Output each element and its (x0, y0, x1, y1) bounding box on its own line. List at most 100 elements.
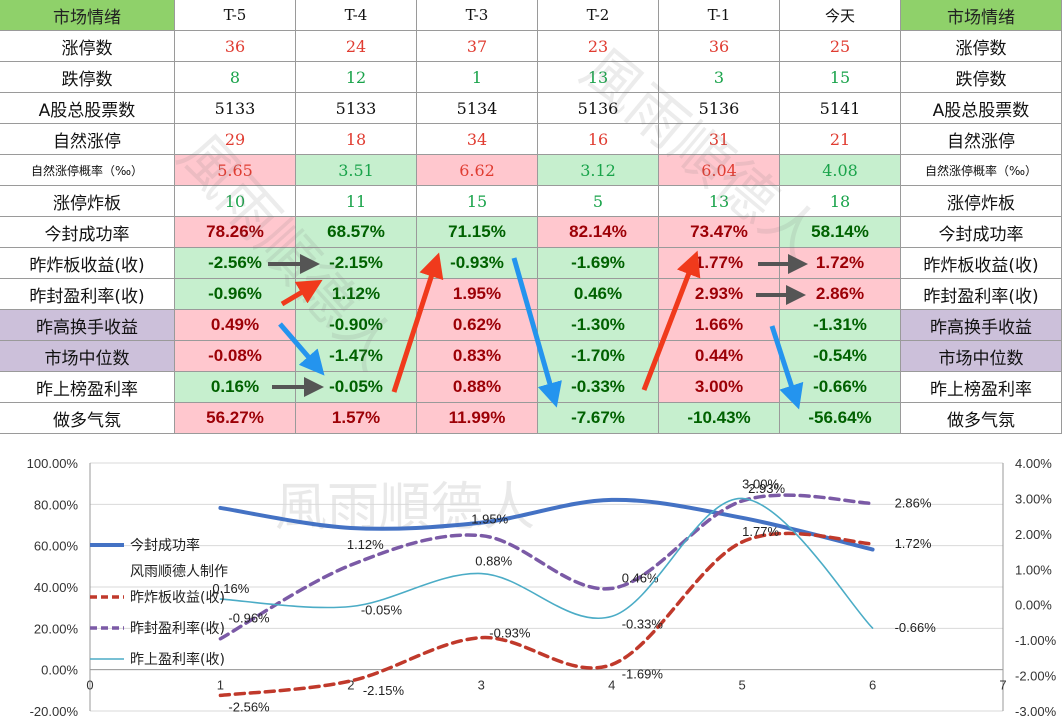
data-cell: -1.69% (538, 248, 659, 279)
data-cell: 37 (417, 31, 538, 62)
data-label: 1.12% (347, 537, 384, 552)
data-cell: 5136 (659, 93, 780, 124)
header-left-label: 市场情绪 (0, 0, 175, 31)
table-row: 自然涨停 29 18 34 16 31 21 自然涨停 (0, 124, 1062, 155)
row-label: 昨上榜盈利率 (0, 372, 175, 403)
data-cell: 1.95% (417, 279, 538, 310)
data-cell: 0.49% (175, 310, 296, 341)
table-row: 涨停数 36 24 37 23 36 25 涨停数 (0, 31, 1062, 62)
table-row: 市场中位数 -0.08% -1.47% 0.83% -1.70% 0.44% -0.54% 市… (0, 341, 1062, 372)
table-header-row: 市场情绪 T-5 T-4 T-3 T-2 T-1 今天 市场情绪 (0, 0, 1062, 31)
header-right-label: 市场情绪 (901, 0, 1062, 31)
legend-entry: 今封成功率 (130, 537, 200, 554)
data-cell: 0.16% (175, 372, 296, 403)
data-label: -1.69% (622, 667, 664, 682)
data-cell: 3.00% (659, 372, 780, 403)
data-label: -0.05% (361, 602, 403, 617)
data-cell: -0.93% (417, 248, 538, 279)
data-cell: 1.66% (659, 310, 780, 341)
row-label: 涨停炸板 (0, 186, 175, 217)
data-cell: 1.12% (296, 279, 417, 310)
table-row: 今封成功率 78.26% 68.57% 71.15% 82.14% 73.47% 58.14… (0, 217, 1062, 248)
data-cell: 5134 (417, 93, 538, 124)
data-label: 0.88% (475, 554, 512, 569)
data-label: 1.77% (742, 524, 779, 539)
x-tick-label: 3 (478, 678, 485, 693)
y-left-tick-label: 20.00% (34, 621, 79, 636)
x-tick-label: 4 (608, 678, 615, 693)
data-cell: 1.77% (659, 248, 780, 279)
row-label-right: 昨封盈利率(收) (901, 279, 1062, 310)
data-cell: 5133 (296, 93, 417, 124)
x-tick-label: 0 (86, 678, 93, 693)
data-cell: 0.62% (417, 310, 538, 341)
row-label-right: 做多气氛 (901, 403, 1062, 434)
data-cell: -1.70% (538, 341, 659, 372)
data-label: 2.86% (895, 495, 932, 510)
data-label: -0.66% (895, 620, 937, 635)
row-label-right: 今封成功率 (901, 217, 1062, 248)
row-label: 跌停数 (0, 62, 175, 93)
data-cell: 16 (538, 124, 659, 155)
data-cell: 11.99% (417, 403, 538, 434)
y-left-tick-label: -20.00% (30, 704, 79, 719)
column-header: T-3 (417, 0, 538, 31)
data-cell: 71.15% (417, 217, 538, 248)
y-right-tick-label: 1.00% (1015, 562, 1052, 577)
row-label: 涨停数 (0, 31, 175, 62)
legend-note: 风雨顺德人制作 (130, 564, 228, 580)
data-label: -0.96% (228, 611, 270, 626)
data-cell: 15 (417, 186, 538, 217)
x-tick-label: 6 (869, 678, 876, 693)
data-label: 1.95% (471, 512, 508, 527)
legend-entry: 昨上盈利率(收) (130, 651, 225, 668)
data-cell: 23 (538, 31, 659, 62)
data-cell: 36 (659, 31, 780, 62)
data-label: -0.33% (622, 616, 664, 631)
y-right-tick-label: 4.00% (1015, 456, 1052, 471)
data-cell: 10 (175, 186, 296, 217)
y-left-tick-label: 60.00% (34, 539, 79, 554)
table-row: 昨炸板收益(收) -2.56% -2.15% -0.93% -1.69% 1.77% 1.7… (0, 248, 1062, 279)
data-cell: 78.26% (175, 217, 296, 248)
row-label-right: 昨高换手收益 (901, 310, 1062, 341)
data-cell: 4.08 (780, 155, 901, 186)
row-label-right: 涨停数 (901, 31, 1062, 62)
row-label: 市场中位数 (0, 341, 175, 372)
legend-entry: 昨封盈利率(收) (130, 620, 225, 637)
row-label-right: 市场中位数 (901, 341, 1062, 372)
y-left-tick-label: 0.00% (41, 663, 78, 678)
row-label-right: 涨停炸板 (901, 186, 1062, 217)
data-cell: 58.14% (780, 217, 901, 248)
data-cell: 73.47% (659, 217, 780, 248)
data-cell: 13 (538, 62, 659, 93)
table-row: 自然涨停概率（‰） 5.65 3.51 6.62 3.12 6.04 4.08 自然涨停概率（… (0, 155, 1062, 186)
x-tick-label: 7 (999, 678, 1006, 693)
row-label: A股总股票数 (0, 93, 175, 124)
data-label: -0.93% (489, 626, 531, 641)
data-cell: 3.12 (538, 155, 659, 186)
data-cell: 0.46% (538, 279, 659, 310)
row-label: 今封成功率 (0, 217, 175, 248)
data-cell: -0.66% (780, 372, 901, 403)
data-cell: 24 (296, 31, 417, 62)
column-header: T-5 (175, 0, 296, 31)
data-cell: -1.31% (780, 310, 901, 341)
data-cell: -10.43% (659, 403, 780, 434)
data-cell: 18 (296, 124, 417, 155)
row-label: 昨炸板收益(收) (0, 248, 175, 279)
data-cell: -1.47% (296, 341, 417, 372)
data-cell: 36 (175, 31, 296, 62)
y-right-tick-label: 3.00% (1015, 491, 1052, 506)
row-label: 昨封盈利率(收) (0, 279, 175, 310)
data-cell: 25 (780, 31, 901, 62)
data-cell: 29 (175, 124, 296, 155)
table-row: 昨高换手收益 0.49% -0.90% 0.62% -1.30% 1.66% -1.31% 昨… (0, 310, 1062, 341)
market-sentiment-table: 市场情绪 T-5 T-4 T-3 T-2 T-1 今天 市场情绪 涨停数 36 24 37 23 36 25… (0, 0, 1062, 434)
column-header: T-2 (538, 0, 659, 31)
row-label: 昨高换手收益 (0, 310, 175, 341)
table-row: 跌停数 8 12 1 13 3 15 跌停数 (0, 62, 1062, 93)
data-cell: -2.56% (175, 248, 296, 279)
data-cell: 5 (538, 186, 659, 217)
data-label: -2.15% (363, 683, 405, 698)
